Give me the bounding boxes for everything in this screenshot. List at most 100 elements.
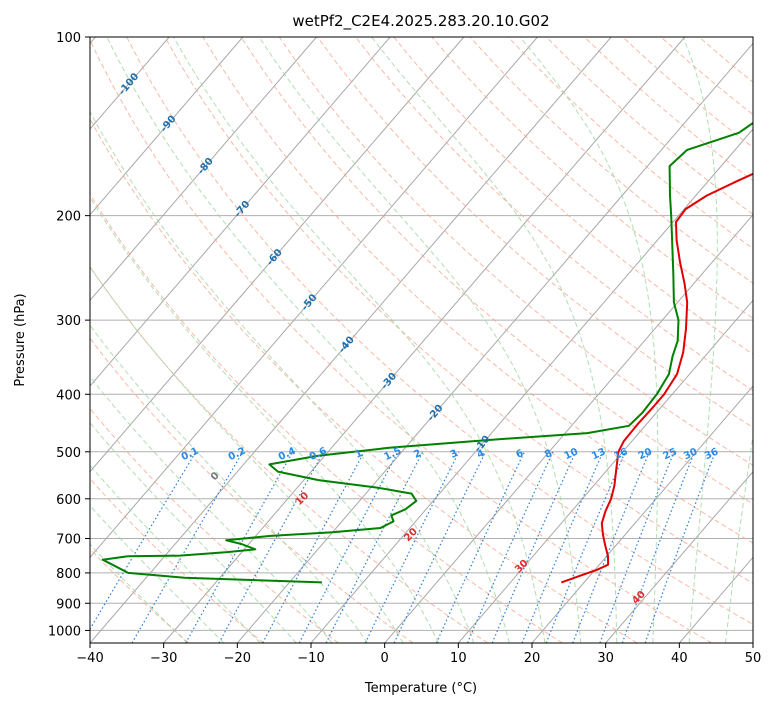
mixing-ratio-line [90,451,197,631]
x-tick-label: −20 [224,651,251,666]
mixing-ratio-line [218,451,325,643]
y-tick-label: 500 [56,446,81,461]
y-tick-label: 100 [56,31,81,46]
x-tick-label: 50 [745,651,762,666]
isotherm-line [384,213,753,643]
moist-adiabat-line [106,37,510,643]
mixing-ratio-label: 36 [703,446,720,462]
plot-background [90,37,753,643]
moist-adiabat-line [90,422,297,643]
dry-adiabat-line [164,37,753,584]
mixing-ratio-label: 16 [612,446,629,462]
mixing-ratio-label: 1 [353,448,364,461]
dry-adiabat-line [90,118,638,643]
mixing-ratio-line [185,451,294,643]
y-tick-label: 900 [56,597,81,612]
y-tick-label: 300 [56,314,81,329]
isotherm-line [457,299,753,643]
moist-adiabat-line [90,196,439,643]
isotherm-line [310,128,753,643]
isotherm-line [90,37,538,559]
dry-adiabat-line [240,37,753,505]
y-tick-label: 800 [56,567,81,582]
dewpoint-profile-line [101,121,753,584]
dry-adiabat-line [90,38,712,643]
mixing-ratio-line [491,451,577,643]
dry-adiabat-line [90,193,563,643]
moist-adiabat-line [682,37,718,643]
x-tick-label: 0 [381,651,389,666]
dry-adiabat-line [90,337,414,643]
isotherm-line [90,37,244,216]
isotherm-line [163,37,686,643]
dry-adiabat-line [126,37,753,625]
x-axis-label: Temperature (°C) [364,681,477,696]
mixing-ratio-line [364,451,460,643]
mixing-ratio-label: 25 [662,446,679,462]
mixing-ratio-label: 20 [637,446,654,462]
chart-title: wetPf2_C2E4.2025.283.20.10.G02 [292,12,549,31]
mixing-ratio-line [621,451,696,643]
moist-adiabat-line [173,37,546,643]
dry-adiabat-line [202,37,753,544]
y-tick-label: 200 [56,210,81,225]
x-tick-label: 10 [450,651,467,666]
isotherm-line [90,37,465,473]
moist-adiabat-line [725,432,753,643]
isotherm-line [752,642,753,643]
isotherm-line [90,37,391,387]
dry-adiabat-line [90,407,339,643]
moist-adiabat-line [90,265,404,643]
x-tick-label: −40 [76,651,103,666]
dry-adiabat-line [393,37,753,355]
temperature-profile-line [560,172,753,584]
dry-adiabat-line [469,37,753,284]
moist-adiabat-line [90,110,475,643]
isotherm-line [90,37,317,302]
moist-adiabat-line [258,37,582,643]
mixing-ratio-label: 6 [514,448,525,461]
moist-adiabat-line [90,324,369,643]
mixing-ratio-line [572,451,650,643]
mixing-ratio-label: 4 [475,448,486,461]
dry-adiabat-line [90,478,264,643]
mixing-ratio-label: 30 [682,446,699,462]
moist-adiabat-line [90,543,188,643]
mixing-ratio-line [644,451,716,643]
mixing-ratio-line [521,451,604,643]
mixing-ratio-label: 10 [563,446,580,462]
mixing-ratio-line [262,451,365,643]
moist-adiabat-line [519,37,659,643]
x-tick-label: 30 [597,651,614,666]
background-lines [90,37,753,643]
plot-frame [89,36,754,644]
mixing-ratio-label: 3 [449,448,460,461]
moist-adiabat-line [90,504,225,643]
x-tick-label: 20 [524,651,541,666]
isotherm-line [531,385,753,643]
dry-adiabat-line [355,37,753,392]
x-tick-label: 40 [671,651,688,666]
y-tick-label: 700 [56,533,81,548]
series-layer [101,121,753,584]
x-tick-label: −10 [297,651,324,666]
y-tick-label: 600 [56,493,81,508]
x-tick-label: −30 [150,651,177,666]
mixing-ratio-label: 13 [590,446,607,462]
moist-adiabat-line [90,464,261,643]
moist-adiabat-line [90,375,333,643]
isotherm-line [90,37,612,643]
mixing-ratio-line [599,451,675,643]
mixing-ratio-label: 2 [412,448,423,461]
y-axis-label: Pressure (hPa) [13,293,28,386]
mixing-ratio-label: 8 [543,448,554,461]
isotherm-line [605,470,753,643]
y-tick-label: 400 [56,388,81,403]
mixing-ratio-line [545,451,626,643]
isotherm-line [236,42,753,643]
mixing-ratio-line [466,451,554,643]
axes-layer: −40 −30 −20 −10 0 10 20 30 40 50 100 200 300 400 500 60… [48,31,761,666]
mixing-ratio-line [325,451,424,643]
dry-adiabat-line [278,37,753,466]
